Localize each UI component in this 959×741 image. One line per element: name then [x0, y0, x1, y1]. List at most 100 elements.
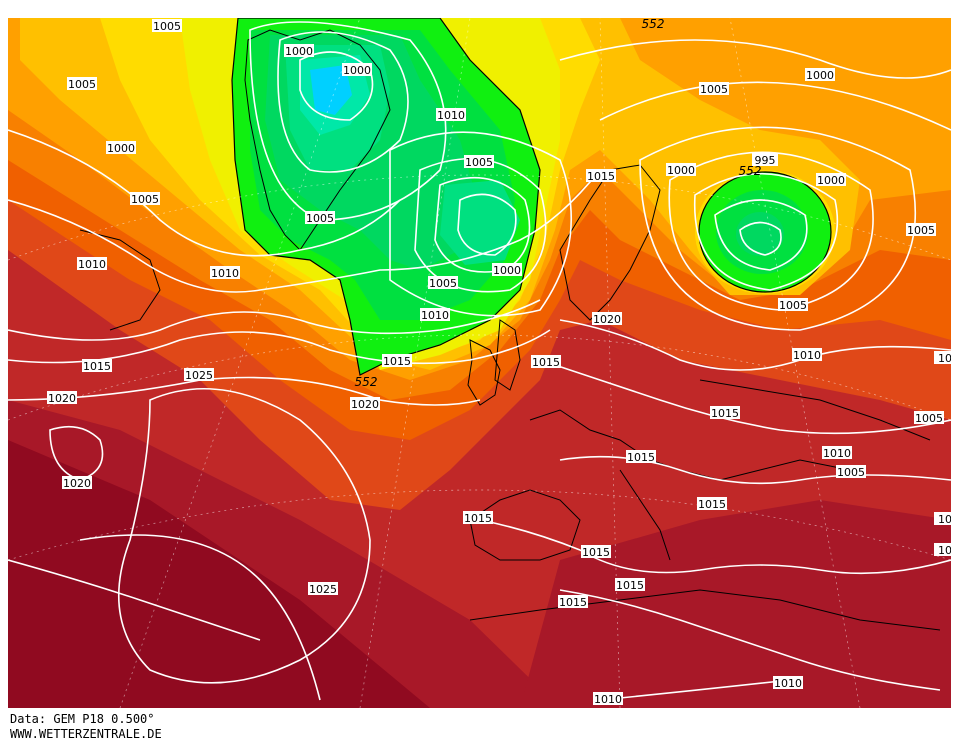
isobar-label: 1005 [67, 77, 97, 91]
field-588-east [520, 500, 951, 708]
isobar-label: 1010 [792, 348, 822, 362]
svg-text:1010: 1010 [78, 258, 106, 271]
svg-text:1015: 1015 [616, 579, 644, 592]
isobar-label: 1005 [464, 155, 494, 169]
svg-text:1020: 1020 [63, 477, 91, 490]
isobar-label: 1015 [697, 497, 727, 511]
svg-text:1000: 1000 [667, 164, 695, 177]
isobar-label: 1000 [666, 163, 696, 177]
isobar-label: 1015 [382, 354, 412, 368]
isobar-label: 1015 [586, 169, 616, 183]
isobar-label: 1005 [914, 411, 944, 425]
init-time: Init: Mon,30JUN2025 00Z [6, 1, 189, 19]
isobar-label: 1010 [934, 351, 959, 365]
isobar-label: 1000 [284, 44, 314, 58]
svg-text:1025: 1025 [309, 583, 337, 596]
field-528 [310, 65, 352, 115]
isobar-label: 1015 [531, 355, 561, 369]
isobar-label: 1000 [342, 63, 372, 77]
data-source-text: Data: GEM P18 0.500° [10, 712, 155, 726]
isobar-label: 1000 [805, 68, 835, 82]
isobar-label: 1015 [463, 511, 493, 525]
isobar-label: 1005 [305, 211, 335, 225]
isobar-label: 1020 [62, 476, 92, 490]
isobar-label: 1015 [710, 406, 740, 420]
svg-text:1010: 1010 [421, 309, 449, 322]
isobar-label: 1010 [436, 108, 466, 122]
init-label: Init: [6, 2, 36, 17]
svg-text:1000: 1000 [493, 264, 521, 277]
svg-text:1010: 1010 [774, 677, 802, 690]
svg-text:1000: 1000 [343, 64, 371, 77]
svg-text:1005: 1005 [915, 412, 943, 425]
svg-text:1010: 1010 [594, 693, 622, 706]
isobar-label: 1025 [184, 368, 214, 382]
isobar-label: 1005 [152, 19, 182, 33]
isobar-label: 1025 [308, 582, 338, 596]
isobar-label: 1015 [558, 595, 588, 609]
isobar-label: 1000 [816, 173, 846, 187]
isobar-label: 1010 [420, 308, 450, 322]
svg-text:1000: 1000 [285, 45, 313, 58]
isobar-label: 1000 [106, 141, 136, 155]
coastlines [79, 29, 941, 631]
svg-text:1005: 1005 [429, 277, 457, 290]
svg-text:1000: 1000 [817, 174, 845, 187]
isobar-label: 1020 [592, 312, 622, 326]
isobar-label: 1005 [428, 276, 458, 290]
svg-text:1000: 1000 [806, 69, 834, 82]
svg-text:1025: 1025 [185, 369, 213, 382]
isobar-label: 1015 [626, 450, 656, 464]
svg-text:1015: 1015 [698, 498, 726, 511]
svg-text:1005: 1005 [779, 299, 807, 312]
isobar-label: 1000 [492, 263, 522, 277]
svg-text:1005: 1005 [700, 83, 728, 96]
isobar-label: 1005 [130, 192, 160, 206]
isobar-label: 1010 [77, 257, 107, 271]
valid-value: Tue,01JUL2025 00Z [786, 2, 927, 17]
isobar-label: 995 [752, 153, 778, 167]
svg-text:1015: 1015 [938, 544, 959, 557]
isobar-label: 1020 [350, 397, 380, 411]
website-text: WWW.WETTERZENTRALE.DE [10, 727, 162, 741]
svg-text:1010: 1010 [938, 352, 959, 365]
svg-text:995: 995 [755, 154, 776, 167]
svg-text:1020: 1020 [351, 398, 379, 411]
isobar-label: 1010 [773, 676, 803, 690]
svg-text:1015: 1015 [464, 512, 492, 525]
field-592 [8, 440, 430, 708]
svg-text:1015: 1015 [559, 596, 587, 609]
svg-text:1010: 1010 [823, 447, 851, 460]
isobar-label: 1020 [934, 512, 951, 526]
isobar-label: 1010 [822, 446, 852, 460]
svg-text:1010: 1010 [437, 109, 465, 122]
svg-text:1005: 1005 [907, 224, 935, 237]
svg-text:1010: 1010 [211, 267, 239, 280]
isobar-label: 1015 [615, 578, 645, 592]
isobar-label: 1010 [210, 266, 240, 280]
isobars [8, 21, 951, 701]
svg-text:1000: 1000 [107, 142, 135, 155]
svg-text:1010: 1010 [793, 349, 821, 362]
geopot-label: 552 [355, 375, 378, 389]
svg-text:1005: 1005 [306, 212, 334, 225]
svg-text:1005: 1005 [465, 156, 493, 169]
svg-text:1005: 1005 [131, 193, 159, 206]
svg-text:1015: 1015 [627, 451, 655, 464]
init-value: Mon,30JUN2025 00Z [40, 2, 190, 17]
geopot-label: 552 [642, 17, 665, 31]
geopotential-labels: 552 552 552 [355, 17, 762, 389]
isobar-label: 1020 [47, 391, 77, 405]
svg-text:1015: 1015 [711, 407, 739, 420]
isobar-label: 1015 [82, 359, 112, 373]
svg-text:1015: 1015 [587, 170, 615, 183]
svg-text:1020: 1020 [48, 392, 76, 405]
footer: Data: GEM P18 0.500° WWW.WETTERZENTRALE.… [0, 710, 959, 741]
map-layers: 1005 1005 1000 1005 1010 1010 1015 1020 … [8, 17, 959, 708]
svg-text:1005: 1005 [837, 466, 865, 479]
isobar-label: 1015 [581, 545, 611, 559]
isobar-label: 1010 [593, 692, 623, 706]
isobar-label: 1005 [778, 298, 808, 312]
